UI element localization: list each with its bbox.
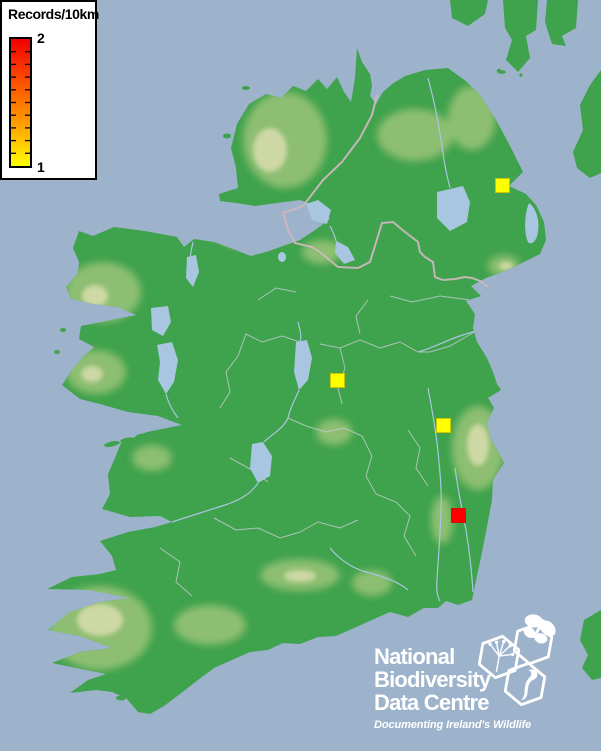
legend-box: Records/10km 2 1 — [0, 0, 99, 180]
record-square[interactable] — [451, 508, 466, 523]
scotland-landmass — [450, 0, 601, 178]
record-square[interactable] — [436, 418, 451, 433]
wales-landmass — [580, 610, 601, 680]
ni-border-line — [281, 94, 489, 288]
rivers — [165, 77, 477, 602]
legend-max-label: 2 — [37, 30, 45, 46]
lough-derg — [250, 442, 272, 483]
lakes — [151, 186, 539, 483]
legend-gradient-bar — [9, 37, 32, 168]
legend-min-label: 1 — [37, 159, 45, 175]
lough-corrib — [157, 342, 178, 394]
legend-title: Records/10km — [8, 6, 99, 22]
legend-tick-marks — [11, 51, 30, 154]
record-square[interactable] — [495, 178, 510, 193]
strangford-lough — [525, 203, 539, 244]
lough-neagh — [437, 186, 470, 231]
lough-ree — [294, 340, 312, 390]
coastal-islands — [54, 70, 506, 701]
record-square[interactable] — [330, 373, 345, 388]
